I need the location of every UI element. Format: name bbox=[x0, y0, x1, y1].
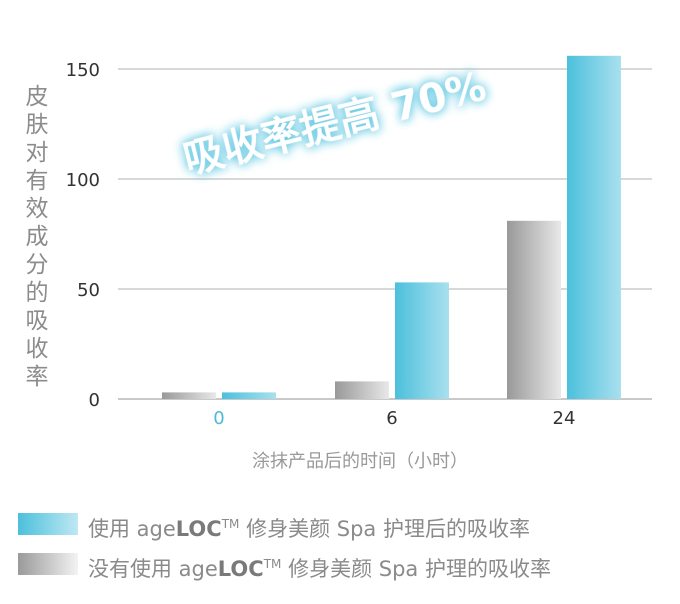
y-axis-label-char: 收 bbox=[25, 336, 49, 362]
x-axis-label: 涂抹产品后的时间（小时） bbox=[252, 451, 468, 472]
bar-without-spa-6 bbox=[335, 381, 389, 399]
y-axis-label-char: 的 bbox=[25, 280, 49, 306]
y-axis-label-char: 肤 bbox=[25, 112, 49, 138]
legend-label-without-spa: 没有使用 ageLOCTM 修身美颜 Spa 护理的吸收率 bbox=[88, 545, 551, 588]
legend-prefix: 没有使用 age bbox=[88, 557, 218, 581]
bar-without-spa-0 bbox=[162, 392, 216, 399]
y-axis-label-char: 吸 bbox=[25, 308, 49, 334]
bar-with-spa-6 bbox=[395, 282, 449, 399]
y-tick-label: 50 bbox=[77, 280, 100, 301]
legend-trademark: TM bbox=[221, 517, 240, 531]
bars bbox=[162, 55, 621, 400]
x-tick-label: 0 bbox=[213, 408, 224, 429]
legend-brand: LOC bbox=[217, 557, 264, 581]
x-tick-label: 6 bbox=[386, 408, 397, 429]
y-tick-labels: 0 50 100 150 bbox=[66, 60, 100, 411]
legend-suffix: 修身美颜 Spa 护理后的吸收率 bbox=[239, 517, 530, 541]
x-tick-label: 24 bbox=[553, 408, 576, 429]
legend-label-with-spa: 使用 ageLOCTM 修身美颜 Spa 护理后的吸收率 bbox=[88, 505, 530, 548]
y-axis-label-char: 分 bbox=[25, 252, 49, 278]
bar-chart: 0 50 100 150 0 6 24 涂抹产品后的时间（小时） 吸收率提高 70% bbox=[66, 55, 652, 472]
bar-without-spa-24 bbox=[507, 220, 561, 399]
legend-trademark: TM bbox=[263, 557, 282, 571]
legend-swatch-gray bbox=[18, 553, 78, 575]
y-tick-label: 100 bbox=[66, 170, 100, 191]
y-axis-label-char: 对 bbox=[25, 140, 49, 166]
y-axis-label-char: 率 bbox=[25, 364, 49, 390]
y-axis-label-char: 有 bbox=[25, 168, 49, 194]
y-axis-label-char: 成 bbox=[25, 224, 49, 250]
legend-prefix: 使用 age bbox=[88, 517, 176, 541]
y-tick-label: 0 bbox=[89, 390, 100, 411]
y-axis-label-char: 效 bbox=[25, 196, 49, 222]
x-tick-labels: 0 6 24 bbox=[213, 408, 575, 429]
legend-swatch-blue bbox=[18, 513, 78, 535]
legend-brand: LOC bbox=[175, 517, 222, 541]
legend-suffix: 修身美颜 Spa 护理的吸收率 bbox=[281, 557, 551, 581]
y-axis-label-char: 皮 bbox=[25, 84, 49, 110]
annotation-callout: 吸收率提高 70% bbox=[179, 64, 491, 184]
bar-with-spa-24 bbox=[567, 55, 621, 400]
y-tick-label: 150 bbox=[66, 60, 100, 81]
annotation-text: 吸收率提高 70% bbox=[179, 64, 491, 184]
bar-with-spa-0 bbox=[222, 392, 276, 399]
